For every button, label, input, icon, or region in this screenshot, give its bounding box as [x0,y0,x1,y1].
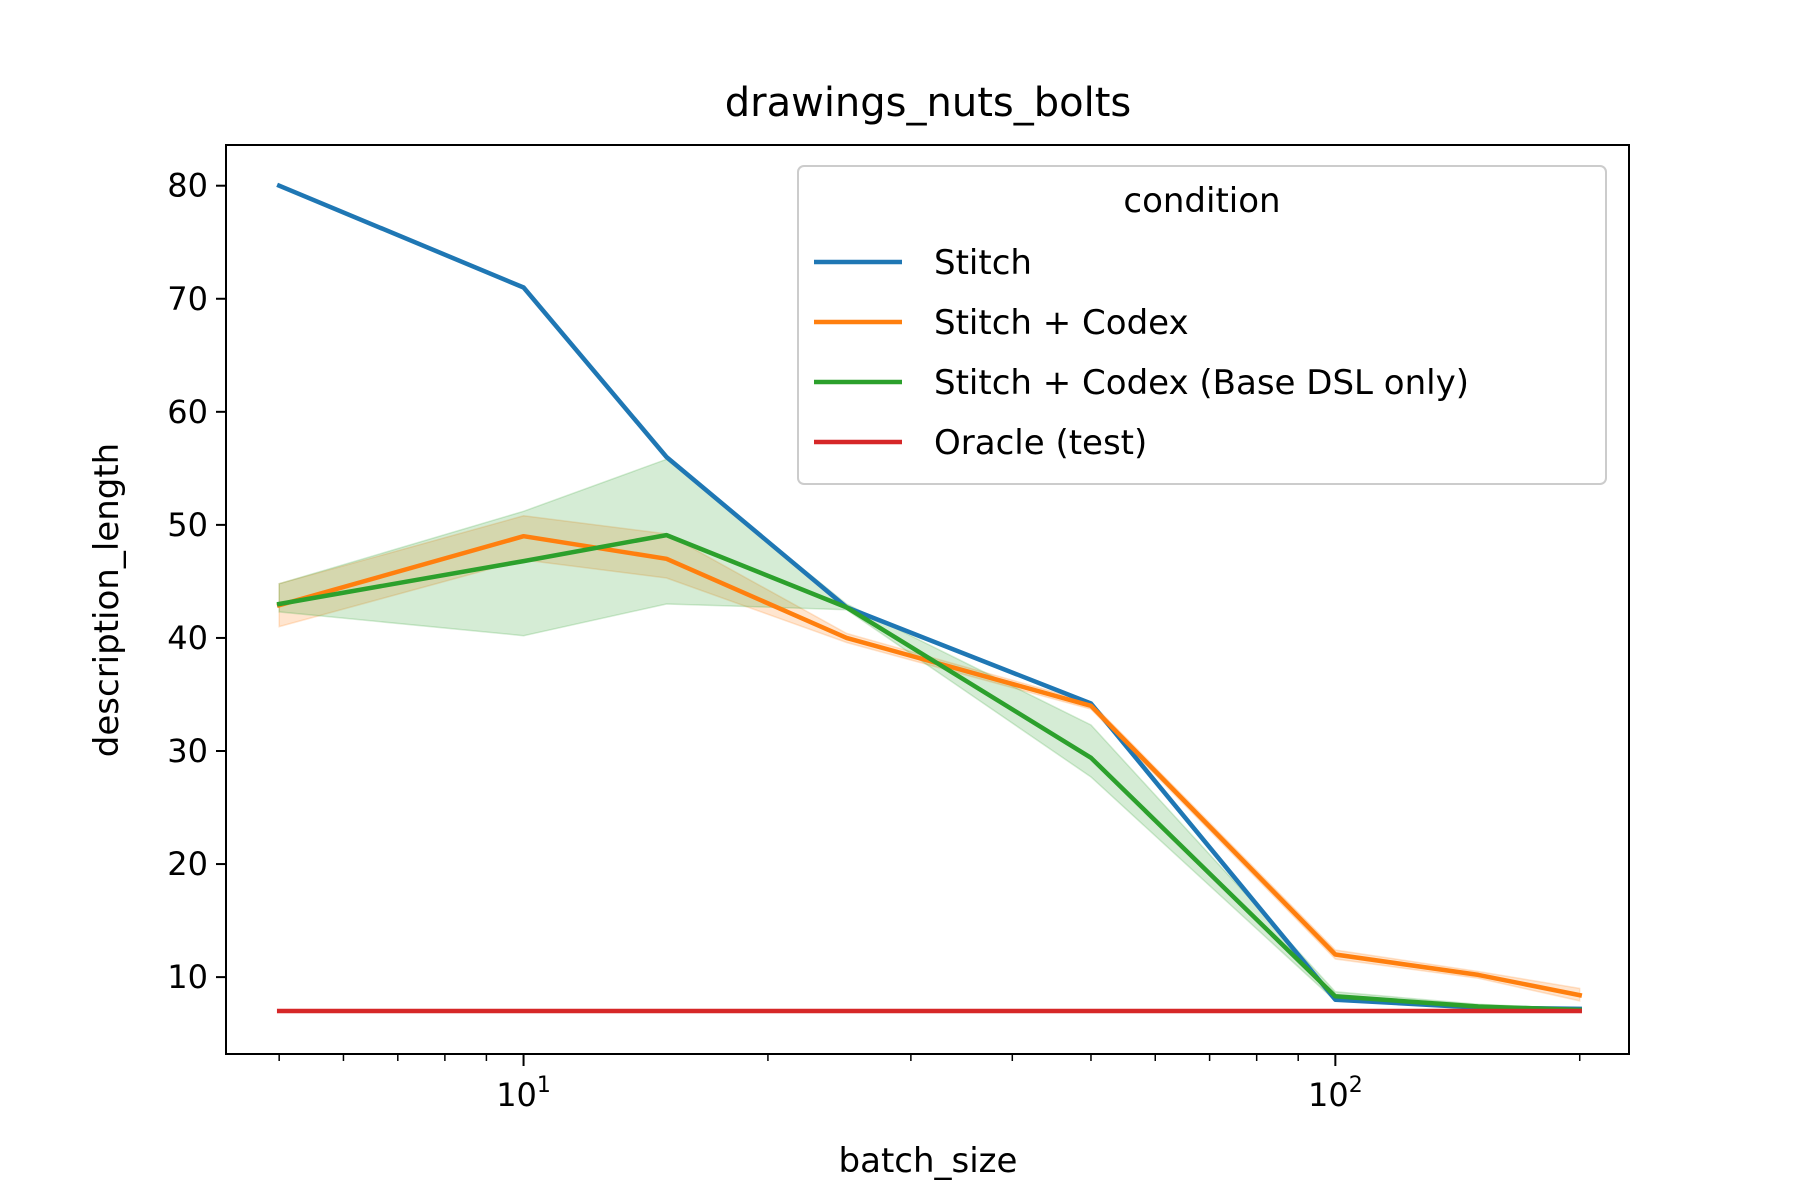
y-tick-label: 20 [167,845,208,883]
y-tick-label: 30 [167,732,208,770]
series-line-2 [276,532,1583,1013]
y-tick-label: 10 [167,958,208,996]
y-axis: 10 20 30 40 50 60 70 80 [167,167,226,996]
legend: condition Stitch Stitch + Codex Stitch + C… [797,165,1607,485]
y-tick-label: 60 [167,393,208,431]
x-tick-label: 102 [1308,1073,1363,1114]
confidence-bands [278,458,1581,1012]
legend-entry-label: Stitch [934,243,1032,283]
x-axis: 101 102 [278,1054,1581,1114]
y-tick-label: 40 [167,619,208,657]
legend-title: condition [1123,181,1280,221]
y-tick-label: 50 [167,506,208,544]
legend-box [797,165,1607,485]
y-tick-label: 70 [167,280,208,318]
ci-band-series-1 [278,515,1581,1002]
ci-band-series-2 [278,458,1581,1012]
legend-entry-label: Stitch + Codex [934,303,1189,343]
y-axis-label: description_length [87,443,127,757]
chart-title: drawings_nuts_bolts [725,80,1131,126]
legend-entry-label: Stitch + Codex (Base DSL only) [934,363,1469,403]
y-tick-label: 80 [167,167,208,205]
x-tick-label: 101 [496,1073,551,1114]
x-axis-label: batch_size [839,1141,1018,1181]
plot-area-frame [225,144,1630,1055]
series-lines [276,182,1583,1014]
legend-entry-label: Oracle (test) [934,423,1147,463]
series-line-1 [276,533,1583,998]
